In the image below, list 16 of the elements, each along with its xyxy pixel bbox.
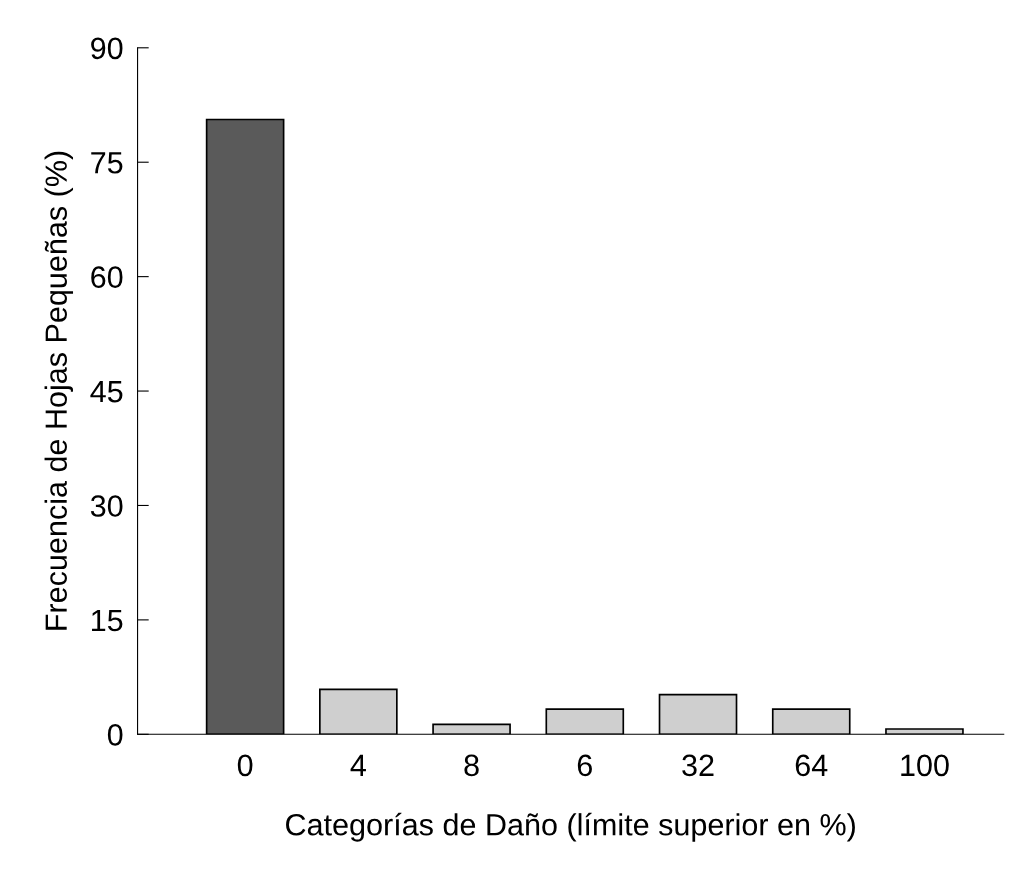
- x-tick-label: 6: [577, 754, 592, 777]
- y-tick-label: 75: [91, 152, 123, 174]
- x-tick-label: 64: [795, 754, 828, 777]
- x-tick-label: 8: [464, 754, 479, 777]
- y-tick-label: 30: [90, 495, 123, 517]
- x-tick-label: 32: [682, 754, 714, 777]
- x-tick-label: 100: [901, 754, 949, 777]
- y-tick-label: 45: [90, 381, 123, 403]
- y-axis-title: Frecuencia de Hojas Pequeñas (%): [44, 151, 74, 630]
- x-axis-title: Categorías de Daño (límite superior en %): [286, 812, 855, 842]
- y-tick-label: 15: [92, 609, 123, 632]
- x-tick-label: 0: [237, 754, 253, 777]
- x-tick-label: 4: [350, 754, 366, 776]
- y-tick-label: 0: [107, 724, 123, 746]
- y-tick-label: 60: [91, 266, 123, 288]
- y-tick-label: 90: [91, 37, 123, 60]
